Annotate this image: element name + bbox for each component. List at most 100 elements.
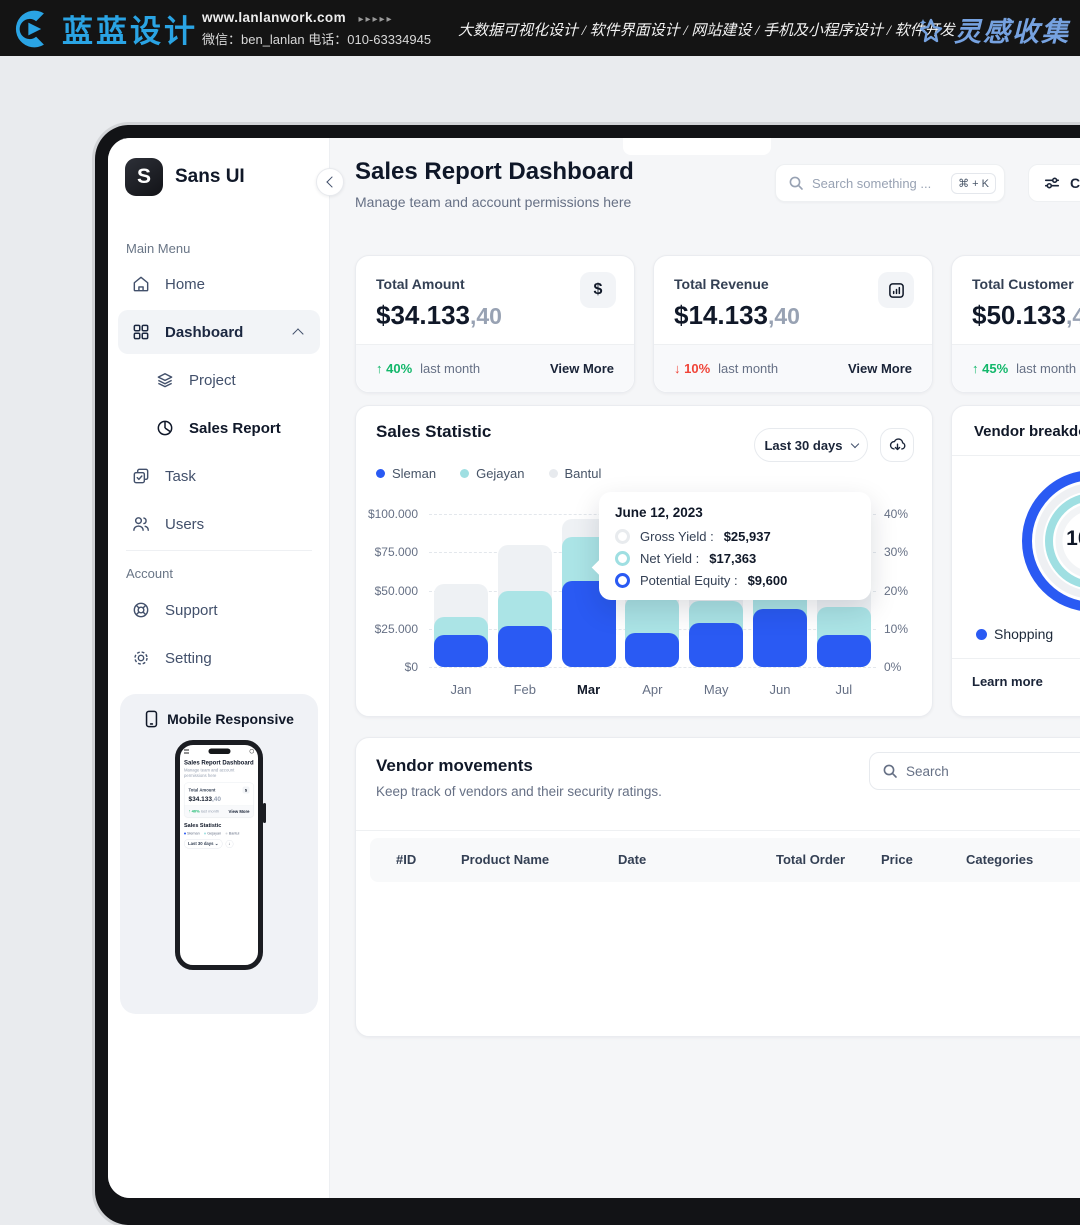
pie-chart-icon: [154, 417, 176, 439]
learn-more-link[interactable]: Learn more: [972, 674, 1043, 689]
sidebar-collapse-button[interactable]: [316, 168, 344, 196]
view-more-link[interactable]: View More: [549, 361, 614, 376]
donut-chart: [993, 441, 1080, 641]
column-header-total-order[interactable]: Total Order: [776, 852, 846, 867]
card-value: $34.133: [376, 300, 470, 330]
customize-button[interactable]: Customize: [1028, 164, 1080, 202]
phone-side-button: [263, 803, 266, 823]
bar-chart-icon: [878, 272, 914, 308]
banner-services: 大数据可视化设计 / 软件界面设计 / 网站建设 / 手机及小程序设计 / 软件…: [458, 23, 955, 39]
chevron-left-icon: [325, 176, 338, 188]
sidebar-item-home[interactable]: Home: [118, 262, 320, 306]
tooltip-date: June 12, 2023: [615, 505, 703, 520]
x-axis-tick-jun: Jun: [769, 682, 791, 697]
sidebar-item-label: Sales Report: [189, 419, 281, 437]
column-header-id[interactable]: #ID: [396, 852, 417, 867]
mobile-card-title: Mobile Responsive: [167, 711, 294, 727]
phone-card-fraction: ,40: [212, 795, 222, 803]
sidebar-item-project[interactable]: Project: [118, 358, 320, 402]
legend-dot-shopping: [976, 628, 987, 640]
sidebar: S Sans UI Main Menu Home Dashboard: [108, 138, 330, 1198]
banner-website: www.lanlanwork.com: [202, 10, 346, 25]
x-axis-tick-jul: Jul: [835, 682, 853, 697]
column-header-date[interactable]: Date: [618, 852, 647, 867]
lanlan-logo-icon: [10, 7, 54, 51]
sidebar-item-dashboard[interactable]: Dashboard: [118, 310, 320, 354]
dollar-icon: $: [580, 272, 616, 308]
sidebar-divider: [126, 550, 312, 551]
tooltip-label: Net Yield :: [640, 551, 700, 566]
card-value: $14.133: [674, 300, 768, 330]
x-axis-tick-apr: Apr: [642, 682, 663, 697]
y-axis-tick-left: $100.000: [367, 507, 418, 521]
sales-statistic-panel: Sales Statistic Sleman Gejayan Bantul La…: [355, 405, 933, 717]
bar-sleman-jan[interactable]: [434, 634, 488, 667]
brand-name: Sans UI: [175, 166, 245, 187]
stage-background: S Sans UI Main Menu Home Dashboard: [0, 56, 1080, 1225]
chart-tooltip: June 12, 2023 Gross Yield : $25,937 Net Y…: [591, 492, 871, 600]
bar-sleman-apr[interactable]: [625, 633, 680, 667]
trend-up-indicator: ↑ 45%: [972, 361, 1009, 376]
ring-icon-gross: [615, 529, 630, 544]
download-button[interactable]: [880, 428, 914, 462]
bar-sleman-feb[interactable]: [497, 625, 552, 667]
legend-label: Gejayan: [476, 466, 525, 481]
vendor-breakdown-header: Vendor breakdown: [952, 406, 1080, 456]
main-menu-label: Main Menu: [126, 241, 191, 256]
donut-center-value: 100%: [1066, 527, 1080, 550]
search-input[interactable]: [812, 175, 944, 191]
trend-up-indicator: ↑ 40%: [376, 361, 413, 376]
device-frame: S Sans UI Main Menu Home Dashboard: [95, 125, 1080, 1225]
sliders-icon: [1043, 174, 1061, 192]
tooltip-value: $17,363: [709, 551, 757, 566]
stat-card-total-revenue: Total Revenue $14.133,40 ↓ 10% last mont…: [653, 255, 933, 393]
sidebar-item-users[interactable]: Users: [118, 502, 320, 546]
shortcut-badge: ⌘ + K: [951, 172, 996, 194]
x-axis-tick-may: May: [703, 682, 729, 697]
y-axis-tick-right: 10%: [884, 621, 909, 636]
tooltip-value: $25,937: [723, 529, 771, 544]
table-search[interactable]: [869, 752, 1080, 790]
sidebar-item-sales-report[interactable]: Sales Report: [118, 406, 320, 450]
trend-caption: last month: [718, 361, 779, 376]
bar-sleman-jul[interactable]: [816, 634, 871, 667]
x-axis-tick-jan: Jan: [450, 682, 472, 697]
trend-caption: last month: [1016, 361, 1077, 376]
date-range-dropdown[interactable]: Last 30 days: [754, 428, 868, 462]
legend-label: Sleman: [392, 466, 437, 481]
dashboard-screen: S Sans UI Main Menu Home Dashboard: [108, 138, 1080, 1198]
bar-sleman-jun[interactable]: [753, 608, 807, 667]
sidebar-item-task[interactable]: Task: [118, 454, 320, 498]
phone-stat-title: Sales Statistic: [184, 822, 222, 829]
column-header-categories[interactable]: Categories: [966, 852, 1034, 867]
vendor-breakdown-legend: Shopping: [976, 626, 1080, 642]
cloud-download-icon: [889, 437, 905, 450]
legend-dot-gejayan: [460, 469, 470, 478]
vendor-movements-panel: Vendor movements Keep track of vendors a…: [355, 737, 1080, 1037]
sidebar-item-setting[interactable]: Setting: [118, 636, 320, 680]
vendor-movements-title: Vendor movements: [376, 756, 533, 775]
chevron-up-icon: [292, 328, 304, 340]
brand: S Sans UI: [125, 158, 245, 196]
phone-card-label: Total Amount: [188, 787, 216, 793]
phone-notch: [208, 748, 231, 754]
tooltip-label: Gross Yield :: [640, 529, 714, 544]
global-search[interactable]: ⌘ + K: [775, 164, 1005, 202]
card-value-fraction: ,40: [767, 303, 800, 329]
sidebar-item-label: Task: [165, 467, 196, 485]
bar-sleman-may[interactable]: [689, 622, 744, 667]
page-title: Sales Report Dashboard: [355, 158, 634, 185]
sidebar-item-support[interactable]: Support: [118, 588, 320, 632]
search-icon: [788, 175, 804, 191]
x-axis-tick-mar: Mar: [577, 682, 601, 697]
gear-icon: [130, 647, 152, 669]
vendor-movements-subtitle: Keep track of vendors and their security…: [376, 784, 662, 799]
x-axis-tick-feb: Feb: [513, 682, 536, 697]
legend-label: Bantul: [564, 466, 602, 481]
view-more-link[interactable]: View More: [847, 361, 912, 376]
column-header-product-name[interactable]: Product Name: [461, 852, 550, 867]
y-axis-tick-right: 20%: [884, 583, 909, 598]
column-header-price[interactable]: Price: [881, 852, 913, 867]
table-search-input[interactable]: [906, 763, 1080, 779]
star-icon: [916, 15, 946, 45]
